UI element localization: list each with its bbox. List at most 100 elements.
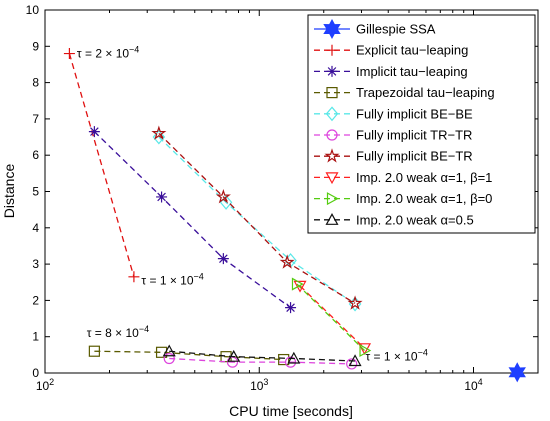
x-tick-base: 10 bbox=[36, 379, 50, 393]
y-tick-label: 10 bbox=[26, 3, 40, 17]
tau-annotation: τ = 1 × 10−4 bbox=[365, 348, 427, 364]
x-tick-label: 103 bbox=[250, 377, 268, 393]
annotation-exponent: −4 bbox=[129, 45, 139, 55]
data-point bbox=[88, 126, 100, 138]
series-line bbox=[169, 357, 352, 365]
legend-entry: Fully implicit BE−BE bbox=[314, 106, 473, 121]
legend-entry: Imp. 2.0 weak α=1, β=0 bbox=[314, 191, 492, 206]
legend-label: Implicit tau−leaping bbox=[356, 64, 468, 79]
series-line bbox=[158, 132, 356, 304]
annotation-text: τ = 1 × 10 bbox=[365, 350, 417, 364]
data-point bbox=[348, 354, 362, 367]
data-point bbox=[155, 346, 168, 358]
annotation-exponent: −4 bbox=[139, 324, 149, 334]
x-axis-label: CPU time [seconds] bbox=[229, 403, 353, 419]
series-imp-2-0-weak-0-5 bbox=[162, 344, 362, 367]
series-fully-implicit-tr-tr bbox=[163, 352, 358, 370]
tau-annotation: τ = 2 × 10−4 bbox=[77, 45, 139, 61]
legend-entry: Fully implicit BE−TR bbox=[314, 148, 473, 164]
tau-annotation: τ = 8 × 10−4 bbox=[87, 324, 149, 340]
legend-box bbox=[307, 14, 536, 234]
data-point bbox=[215, 189, 231, 204]
series-line bbox=[299, 285, 365, 349]
series-line bbox=[169, 350, 356, 362]
data-point bbox=[162, 344, 176, 357]
legend-label: Imp. 2.0 weak α=1, β=0 bbox=[356, 191, 492, 206]
x-tick-exponent: 3 bbox=[263, 377, 268, 387]
data-point bbox=[163, 352, 175, 365]
x-tick-label: 104 bbox=[464, 377, 482, 393]
data-point bbox=[359, 343, 372, 358]
y-tick-label: 5 bbox=[32, 185, 39, 199]
y-tick-label: 6 bbox=[32, 148, 39, 162]
tau-annotation: τ = 1 × 10−4 bbox=[141, 271, 203, 287]
data-point bbox=[63, 48, 75, 60]
series-line bbox=[68, 53, 135, 277]
legend-label: Gillespie SSA bbox=[356, 22, 436, 37]
series-line bbox=[94, 350, 284, 361]
data-point bbox=[88, 345, 100, 357]
legend-label: Imp. 2.0 weak α=1, β=1 bbox=[356, 170, 492, 185]
y-tick-label: 2 bbox=[32, 293, 39, 307]
series-imp-2-0-weak-1-0 bbox=[291, 277, 372, 358]
y-tick-label: 9 bbox=[32, 39, 39, 53]
y-tick-label: 8 bbox=[32, 76, 39, 90]
x-tick-base: 10 bbox=[464, 379, 478, 393]
legend-entry: Fully implicit TR−TR bbox=[314, 128, 472, 143]
series-explicit-tau-leaping bbox=[63, 48, 140, 283]
legend-entry: Implicit tau−leaping bbox=[314, 64, 468, 79]
legend-marker bbox=[326, 129, 338, 141]
data-point bbox=[508, 362, 526, 383]
annotation-exponent: −4 bbox=[194, 271, 204, 281]
legend-label: Trapezoidal tau−leaping bbox=[356, 85, 495, 100]
series-line bbox=[296, 283, 365, 351]
legend-marker bbox=[326, 44, 338, 56]
data-point bbox=[151, 125, 167, 140]
data-point bbox=[279, 254, 295, 269]
series-fully-implicit-be-tr bbox=[151, 125, 363, 310]
legend-label: Fully implicit TR−TR bbox=[356, 128, 472, 143]
y-tick-label: 1 bbox=[32, 330, 39, 344]
legend-marker bbox=[325, 213, 339, 225]
legend-entry: Trapezoidal tau−leaping bbox=[314, 85, 495, 100]
legend-marker bbox=[323, 18, 341, 40]
data-point bbox=[284, 356, 297, 368]
data-point bbox=[285, 302, 297, 314]
legend-entry: Imp. 2.0 weak α=0.5 bbox=[314, 212, 474, 227]
annotation-text: τ = 8 × 10 bbox=[87, 326, 139, 340]
annotation-text: τ = 2 × 10 bbox=[77, 47, 129, 61]
legend-marker bbox=[326, 65, 338, 77]
data-point bbox=[152, 129, 166, 145]
data-point bbox=[291, 277, 304, 291]
data-point bbox=[287, 351, 301, 364]
x-tick-exponent: 4 bbox=[478, 377, 483, 387]
data-point bbox=[217, 253, 229, 265]
y-axis-label: Distance bbox=[1, 164, 17, 219]
legend-marker bbox=[324, 148, 340, 163]
y-tick-label: 4 bbox=[32, 221, 39, 235]
annotation-layer: τ = 2 × 10−4τ = 1 × 10−4τ = 8 × 10−4τ = … bbox=[77, 45, 428, 364]
legend-marker bbox=[326, 86, 338, 99]
legend-label: Imp. 2.0 weak α=0.5 bbox=[356, 212, 474, 227]
data-point bbox=[128, 271, 140, 283]
annotation-exponent: −4 bbox=[418, 348, 428, 358]
y-tick-label: 7 bbox=[32, 112, 39, 126]
x-tick-label: 102 bbox=[36, 377, 54, 393]
legend-label: Explicit tau−leaping bbox=[356, 43, 468, 58]
legend-entry: Explicit tau−leaping bbox=[314, 43, 468, 58]
data-point bbox=[278, 353, 290, 366]
data-point bbox=[227, 349, 241, 362]
series-layer bbox=[63, 48, 526, 383]
legend-marker bbox=[326, 192, 339, 206]
series-implicit-tau-leaping bbox=[88, 126, 297, 314]
data-point bbox=[347, 295, 363, 310]
data-point bbox=[346, 358, 358, 370]
x-tick-exponent: 2 bbox=[49, 377, 54, 387]
legend-label: Fully implicit BE−BE bbox=[356, 106, 473, 121]
legend-marker bbox=[325, 172, 339, 185]
data-point bbox=[156, 191, 168, 203]
series-gillespie-ssa bbox=[508, 362, 526, 383]
legend-marker bbox=[325, 106, 339, 122]
legend-entry: Gillespie SSA bbox=[314, 18, 436, 40]
